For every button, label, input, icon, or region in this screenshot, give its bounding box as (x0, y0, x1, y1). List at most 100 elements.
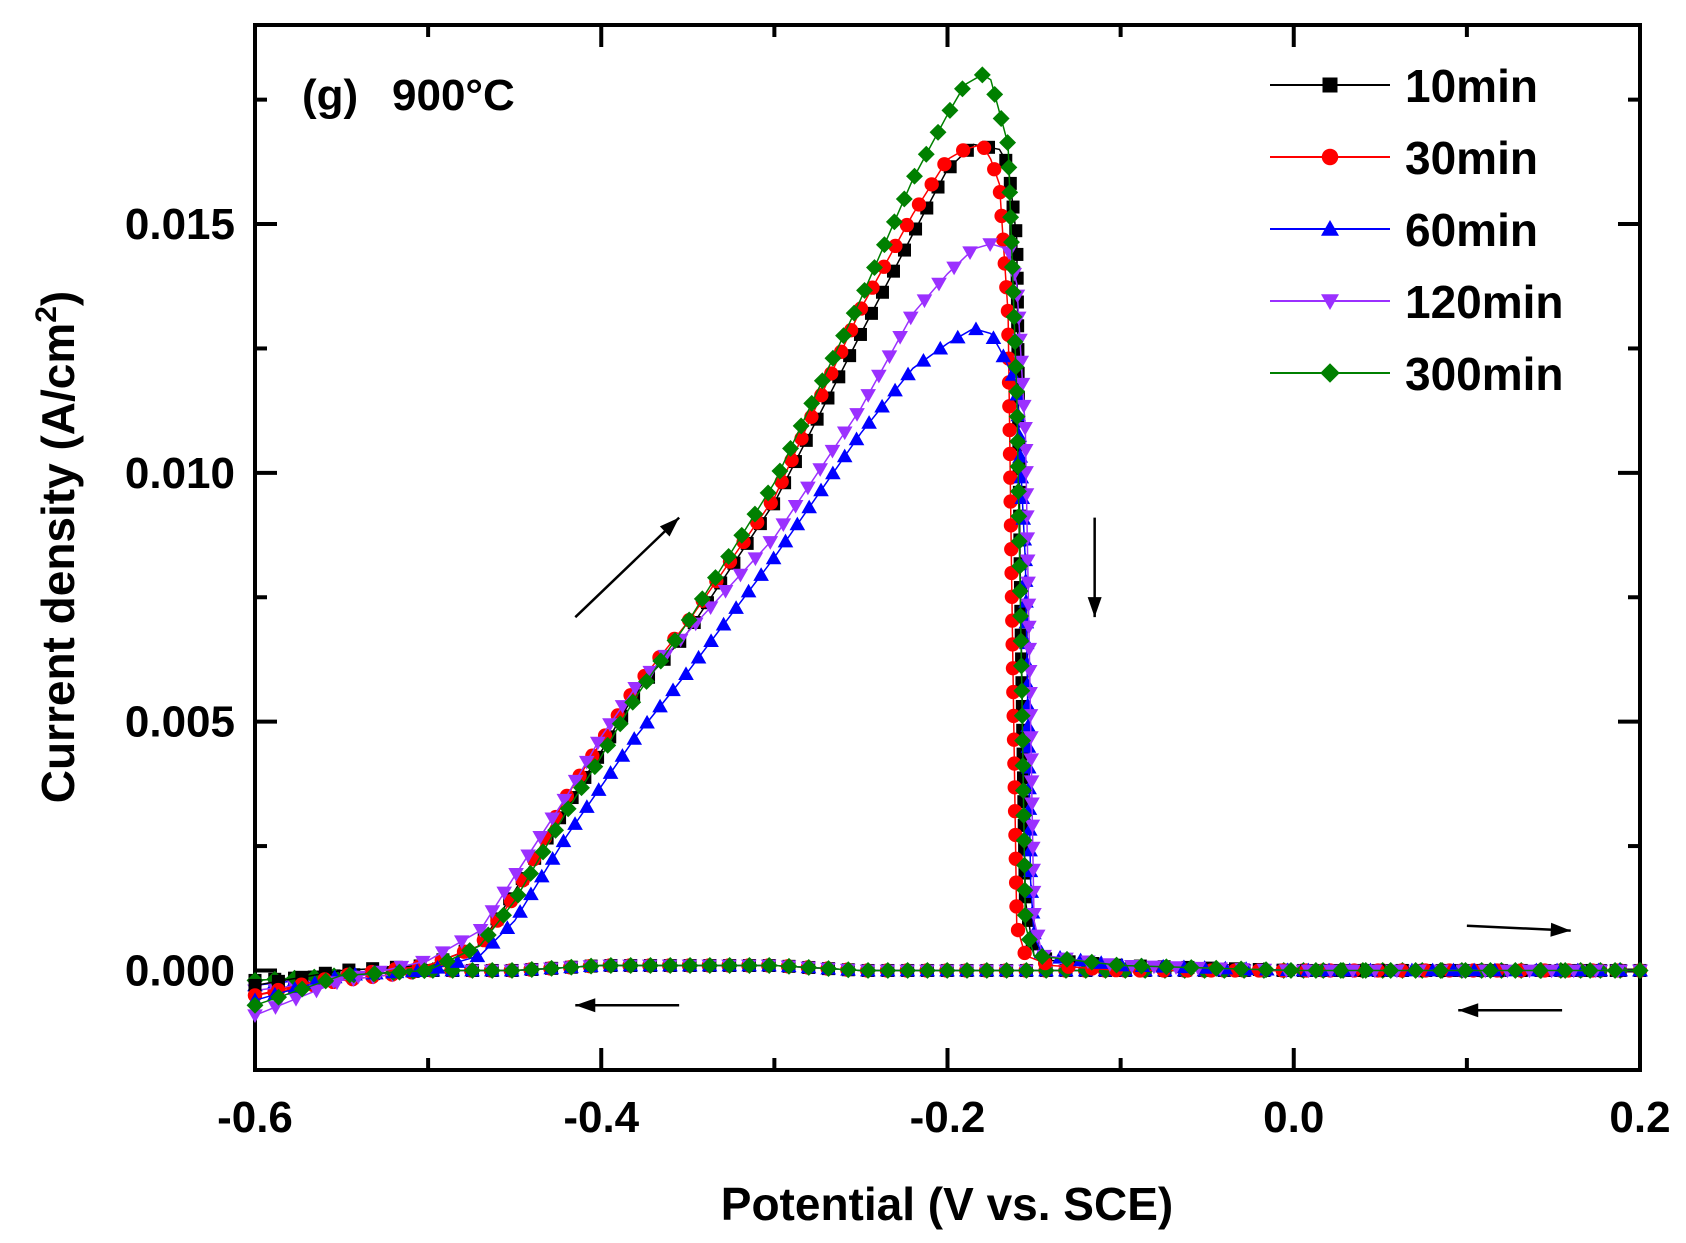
data-point (1023, 753, 1040, 767)
data-point (523, 886, 539, 901)
data-point (702, 601, 719, 615)
data-point (1009, 899, 1024, 914)
data-point (1003, 233, 1020, 251)
data-point (1606, 962, 1624, 979)
legend-marker (1321, 294, 1339, 310)
data-point (836, 448, 853, 463)
data-point (801, 499, 817, 514)
data-point (911, 197, 927, 212)
data-point (463, 962, 481, 979)
data-point (523, 961, 541, 978)
data-point (1146, 960, 1162, 975)
legend-label: 300min (1405, 348, 1564, 400)
data-point (1013, 707, 1031, 725)
arrow-head (1458, 1003, 1479, 1018)
data-point (246, 996, 264, 1014)
data-point (703, 633, 719, 647)
data-point (1108, 956, 1125, 974)
data-point (479, 926, 497, 944)
data-point (775, 518, 792, 532)
data-point (985, 330, 1002, 344)
data-point (962, 246, 978, 261)
arrow-reverse-left-low (575, 998, 680, 1013)
data-point (1002, 446, 1018, 462)
data-point (1026, 907, 1042, 922)
legend-label: 60min (1405, 204, 1538, 256)
data-point (958, 962, 976, 979)
data-point (1556, 962, 1574, 979)
arrow-head (575, 998, 596, 1013)
data-point (661, 957, 679, 974)
data-point (1344, 964, 1361, 979)
data-point (864, 306, 878, 320)
data-point (508, 867, 524, 882)
data-point (874, 398, 890, 413)
data-point (813, 482, 829, 497)
legend-label: 10min (1405, 60, 1538, 112)
data-point (1006, 333, 1024, 351)
data-point (803, 394, 821, 412)
data-point (1382, 962, 1400, 979)
data-point (747, 552, 764, 567)
data-point (341, 966, 359, 984)
data-point (1093, 955, 1109, 969)
data-point (792, 417, 810, 435)
data-point (1033, 948, 1051, 965)
data-point (1015, 806, 1033, 824)
data-point (774, 474, 789, 489)
data-point (861, 415, 877, 429)
data-point (999, 134, 1017, 152)
data-point (1009, 457, 1027, 475)
data-point (586, 758, 604, 776)
data-point (665, 682, 681, 697)
data-point (1207, 959, 1225, 977)
data-point (293, 980, 311, 998)
data-point (602, 765, 619, 779)
data-point (740, 583, 757, 598)
data-point (652, 698, 668, 713)
data-point (522, 864, 540, 882)
data-point (707, 569, 724, 587)
data-point (329, 976, 345, 991)
data-point (825, 465, 841, 480)
data-point (483, 962, 501, 979)
data-point (429, 959, 446, 974)
data-point (638, 673, 655, 690)
data-point (1008, 408, 1026, 426)
data-point (1002, 399, 1017, 414)
data-point (1012, 607, 1030, 625)
data-point (760, 957, 778, 974)
data-point (1058, 950, 1076, 968)
data-point (469, 948, 486, 963)
data-point (1432, 962, 1450, 979)
data-point (1019, 554, 1036, 569)
data-point (992, 110, 1010, 127)
arrow-head (1550, 922, 1571, 937)
arrow-forward-right (1466, 922, 1571, 937)
data-point (1182, 959, 1200, 976)
data-point (680, 611, 698, 629)
data-point (1017, 421, 1033, 436)
data-point (701, 957, 719, 974)
data-point (728, 600, 744, 614)
y-axis-title-close: ) (32, 291, 84, 306)
data-point (881, 350, 898, 365)
data-point (1000, 158, 1018, 176)
data-point (888, 238, 903, 254)
data-point (824, 444, 841, 459)
data-point (998, 962, 1016, 979)
data-point (771, 462, 789, 480)
legend-marker (1322, 77, 1338, 93)
data-point (1012, 632, 1030, 650)
data-point (956, 143, 971, 158)
data-point (308, 984, 325, 999)
data-point (434, 946, 451, 960)
data-point (784, 452, 799, 468)
data-point (1021, 822, 1038, 836)
data-point (1013, 355, 1030, 370)
data-point (602, 957, 620, 974)
data-point (1020, 718, 1036, 733)
data-point (1017, 962, 1035, 979)
data-point (1001, 183, 1019, 201)
data-point (1016, 399, 1032, 414)
